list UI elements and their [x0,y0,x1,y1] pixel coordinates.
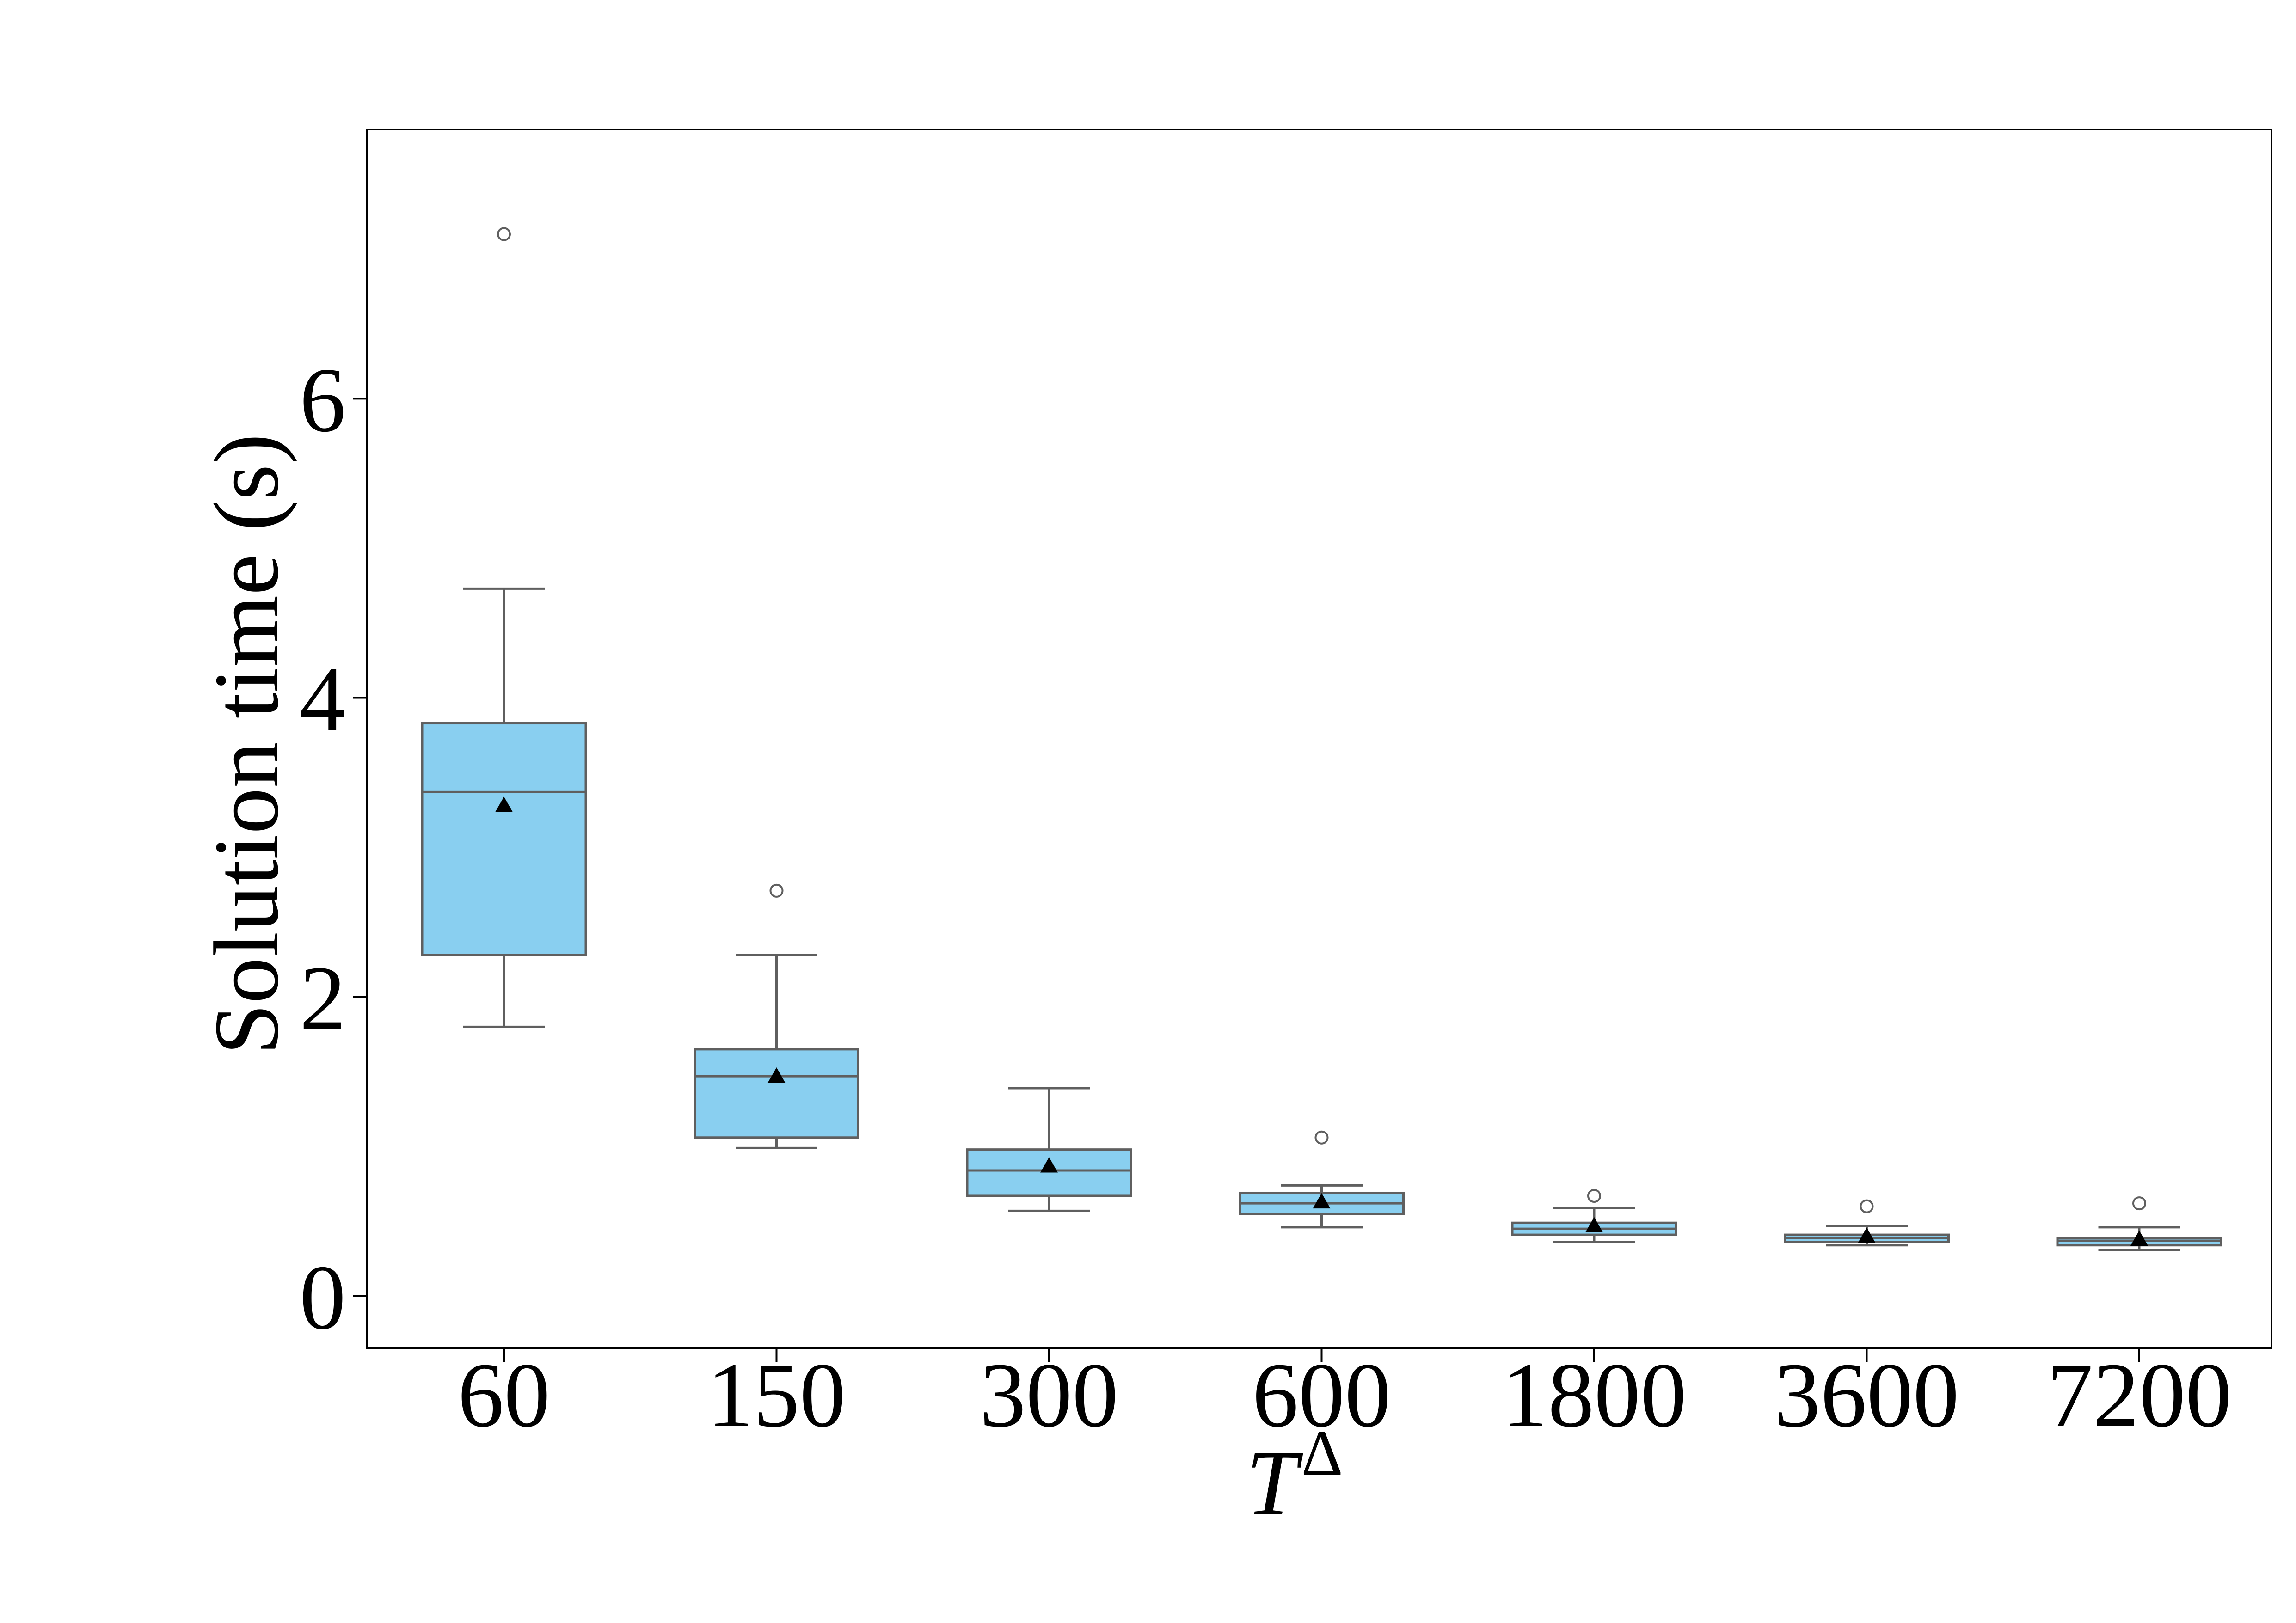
outlier-point [497,227,511,241]
x-axis-label-superscript: Δ [1301,1417,1343,1489]
box-group-7200 [2056,1196,2222,1251]
x-tick-label: 300 [980,1344,1118,1446]
mean-marker [1585,1217,1603,1232]
mean-marker [1313,1193,1331,1209]
outlier-point [2132,1196,2146,1211]
x-tick-label: 7200 [2047,1344,2232,1446]
box-group-300 [966,1087,1132,1212]
box-group-60 [421,227,587,1028]
x-tick-label: 1800 [1502,1344,1687,1446]
x-axis-label: TΔ [1246,1417,1343,1534]
box-group-1800 [1511,1188,1677,1243]
outlier-point [1314,1130,1329,1145]
box-group-3600 [1784,1199,1950,1247]
mean-marker [1040,1157,1058,1173]
x-tick-label: 3600 [1774,1344,1959,1446]
y-axis-ticks: 0 2 4 6 [300,349,367,1349]
y-tick-label: 2 [300,948,346,1050]
x-tick-label: 60 [458,1344,550,1446]
outlier-point [1587,1188,1601,1203]
iqr-box [694,1048,859,1139]
x-tick-label: 150 [707,1344,846,1446]
mean-marker [1858,1227,1876,1243]
y-axis-label: Solution time (s) [196,434,298,1055]
boxes-layer [421,227,2222,1251]
y-tick-label: 4 [300,649,346,751]
outlier-point [1860,1199,1874,1213]
plot-frame [366,129,2272,1349]
x-axis-ticks: 60 150 300 600 1800 3600 7200 [458,1344,2232,1446]
box-group-600 [1239,1130,1405,1229]
outlier-point [769,883,784,898]
y-tick-label: 6 [300,349,346,451]
x-tick-label: 600 [1252,1344,1391,1446]
box-group-150 [694,883,859,1149]
iqr-box [421,722,587,956]
y-tick-label: 0 [300,1247,346,1349]
mean-marker [495,796,513,812]
iqr-box [966,1148,1132,1197]
x-axis-label-base: T [1246,1432,1303,1534]
mean-marker [767,1067,786,1083]
mean-marker [2130,1230,2148,1246]
